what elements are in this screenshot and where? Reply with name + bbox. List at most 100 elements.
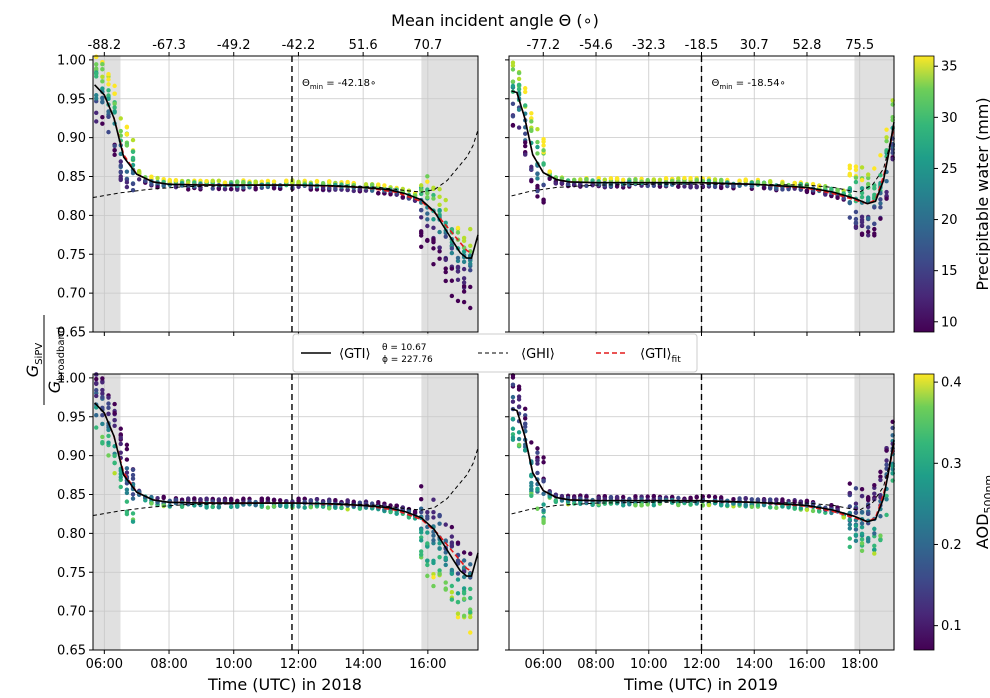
scatter-point [510,394,516,400]
scatter-point [437,187,442,192]
y-tick-label: 0.70 [57,287,86,302]
theta-min-symbol: Θ [712,78,720,89]
scatter-point [468,249,473,254]
scatter-point [308,504,314,510]
scatter-point [94,388,99,393]
scatter-point [706,494,712,499]
scatter-point [155,175,160,181]
scatter-point [449,583,455,589]
scatter-point [418,527,424,533]
scatter-point [192,502,197,508]
scatter-point [878,153,883,158]
colorbar-aod-label-main: AOD [973,514,990,550]
scatter-point [149,182,154,187]
y-tick-label: 0.80 [57,209,86,224]
scatter-point [651,177,657,182]
scatter-point [94,54,99,60]
scatter-point [149,501,154,506]
scatter-point [449,293,455,299]
scatter-point [425,530,430,535]
scatter-point [688,175,693,181]
y-tick-label: 0.85 [57,488,86,503]
scatter-point [431,583,436,589]
scatter-point [835,195,840,200]
scatter-point [314,496,320,502]
scatter-point [706,502,712,508]
x-tick-label: 18:00 [841,657,878,672]
scatter-point [541,460,546,465]
scatter-point [614,176,620,181]
scatter-point [431,533,436,538]
scatter-point [112,110,117,115]
scatter-point [431,225,436,231]
scatter-point [614,501,620,506]
scatter-point [106,71,111,77]
scatter-point [804,188,810,193]
scatter-point [786,505,791,510]
scatter-point [590,183,595,188]
scatter-point [100,440,105,445]
scatter-point [516,404,522,409]
scatter-point [94,110,99,116]
scatter-point [535,151,540,156]
scatter-point [853,167,859,173]
scatter-point [94,376,99,382]
scatter-point [541,502,546,507]
colorbar-aod-label: AOD500nm [973,475,990,549]
scatter-point [100,121,105,126]
scatter-point [425,174,430,179]
scatter-point [468,268,473,273]
scatter-point [523,413,528,418]
scatter-point [112,401,117,407]
scatter-point [228,497,234,503]
scatter-point [333,497,338,503]
scatter-point [112,105,117,110]
scatter-point [510,399,516,404]
scatter-point [620,494,626,500]
scatter-point [443,220,448,226]
scatter-point [124,470,130,475]
top-tick-label: 70.7 [413,38,442,53]
scatter-point [761,497,767,503]
scatter-point [872,231,877,236]
scatter-point [853,221,859,226]
scatter-point [449,250,455,256]
top-tick-label: 30.7 [740,38,769,53]
scatter-point [884,497,889,502]
scatter-point [112,83,117,89]
scatter-point [437,513,442,518]
scatter-point [792,506,797,511]
scatter-point [431,538,436,543]
scatter-point [130,511,136,516]
scatter-point [253,180,258,185]
scatter-point [106,401,111,406]
scatter-point [688,183,693,189]
scatter-point [461,565,467,570]
scatter-point [798,181,804,187]
scatter-point [455,571,461,576]
scatter-point [431,237,436,242]
x-tick-label: 08:00 [150,657,187,672]
scatter-point [449,543,455,549]
scatter-point [130,467,136,472]
scatter-point [578,501,583,506]
scatter-point [124,442,130,448]
scatter-point [222,186,228,192]
gti-line [511,408,895,523]
scatter-point [872,166,877,171]
top-tick-label: 75.5 [845,38,874,53]
scatter-point [418,191,424,197]
scatter-point [449,540,455,545]
scatter-point [271,504,277,509]
scatter-point [118,163,123,168]
scatter-point [639,503,644,508]
scatter-point [437,546,442,551]
scatter-point [853,523,859,528]
scatter-point [884,127,889,132]
scatter-point [112,418,117,423]
scatter-point [529,440,534,445]
scatter-point [859,194,865,200]
scatter-point [584,183,589,189]
scatter-point [510,60,516,65]
scatter-point [847,163,853,168]
